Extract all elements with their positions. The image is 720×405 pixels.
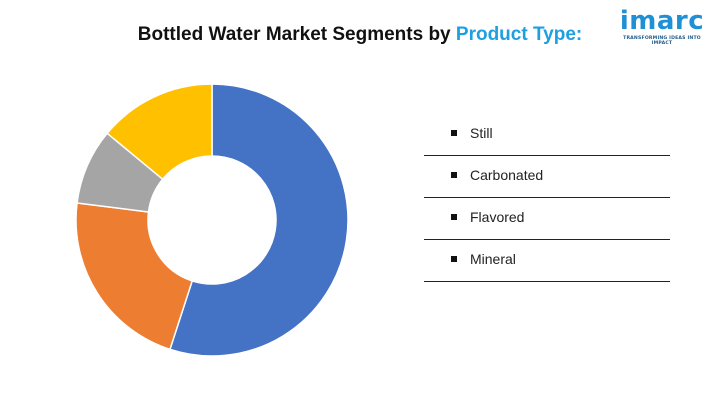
chart-title: Bottled Water Market Segments by Product… <box>0 24 720 46</box>
legend-label-flavored: Flavored <box>470 209 525 225</box>
legend-item-flavored: Flavored <box>424 198 670 240</box>
legend-label-carbonated: Carbonated <box>470 167 544 183</box>
legend-label-mineral: Mineral <box>470 251 516 267</box>
donut-slice-carbonated <box>75 202 194 351</box>
logo-tagline: TRANSFORMING IDEAS INTO IMPACT <box>623 36 701 46</box>
legend-item-mineral: Mineral <box>424 240 670 282</box>
legend-bullet-icon <box>451 214 457 220</box>
legend-bullet-icon <box>451 256 457 262</box>
legend-bullet-icon <box>451 172 457 178</box>
imarc-logo: imarc TRANSFORMING IDEAS INTO IMPACT <box>612 6 712 46</box>
chart-title-accent: Product Type: <box>455 24 583 45</box>
legend-bullet-icon <box>451 130 457 136</box>
legend-item-still: Still <box>424 114 670 156</box>
chart-title-main: Bottled Water Market Segments by <box>137 24 456 45</box>
chart-legend: Still Carbonated Flavored Mineral <box>424 114 670 282</box>
legend-label-still: Still <box>470 125 493 141</box>
logo-wordmark: imarc <box>619 6 705 36</box>
legend-item-carbonated: Carbonated <box>424 156 670 198</box>
donut-slice-still <box>169 83 349 357</box>
donut-slice-mineral <box>106 83 213 181</box>
